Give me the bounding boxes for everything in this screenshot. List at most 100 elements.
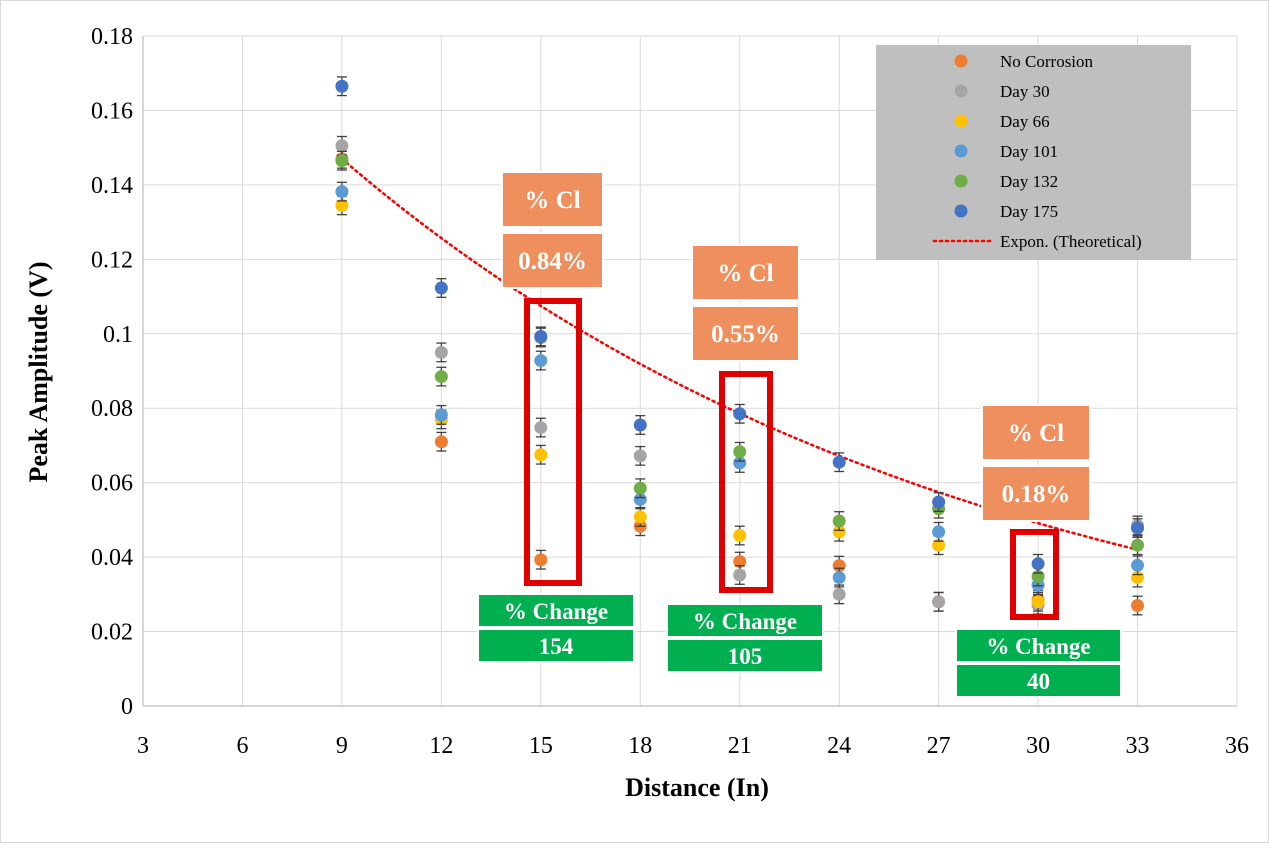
cl-value-box xyxy=(981,465,1091,522)
y-tick-label: 0.16 xyxy=(91,98,133,124)
data-point xyxy=(434,435,448,449)
change-label-box xyxy=(666,603,824,638)
data-point xyxy=(434,370,448,384)
data-point xyxy=(335,185,349,199)
y-tick-label: 0.04 xyxy=(91,545,133,571)
x-tick-label: 6 xyxy=(236,733,248,759)
data-point xyxy=(932,525,946,539)
highlight-box xyxy=(719,371,773,593)
data-point xyxy=(335,154,349,168)
highlight-box xyxy=(524,298,582,586)
legend-label: Day 175 xyxy=(1000,202,1058,221)
change-value: 40 xyxy=(1027,669,1050,694)
y-axis-title: Peak Amplitude (V) xyxy=(24,262,53,483)
x-tick-label: 12 xyxy=(429,733,453,759)
x-tick-label: 3 xyxy=(137,733,149,759)
data-point xyxy=(733,529,747,543)
cl-label: % Cl xyxy=(524,187,580,214)
data-point xyxy=(534,354,548,368)
data-point xyxy=(832,587,846,601)
x-tick-label: 24 xyxy=(827,733,851,759)
data-point xyxy=(832,514,846,528)
data-point xyxy=(733,456,747,470)
change-value: 105 xyxy=(728,644,763,669)
data-point xyxy=(335,139,349,153)
cl-label-box xyxy=(501,171,604,228)
data-point xyxy=(1131,521,1145,535)
data-point xyxy=(534,329,548,343)
x-tick-label: 18 xyxy=(628,733,652,759)
data-point xyxy=(434,408,448,422)
tick-labels: 3 6 9 12 15 18 21 24 27 30 33 3600.020.040.060.080.… xyxy=(91,24,1249,759)
x-tick-label: 15 xyxy=(529,733,553,759)
data-point xyxy=(733,445,747,459)
y-tick-label: 0 xyxy=(121,694,133,720)
data-point xyxy=(633,418,647,432)
data-point xyxy=(1131,558,1145,572)
cl-value-box xyxy=(501,232,604,289)
data-point xyxy=(733,407,747,421)
legend-entry: Expon. (Theoretical) xyxy=(932,232,1142,251)
change-value: 154 xyxy=(539,634,574,659)
legend-marker xyxy=(954,114,968,128)
data-point xyxy=(1131,538,1145,552)
data-point xyxy=(832,571,846,585)
change-label-box xyxy=(477,593,635,628)
legend-entry: Day 30 xyxy=(954,82,1050,101)
y-tick-label: 0.1 xyxy=(103,322,133,348)
axes xyxy=(142,36,1237,707)
data-point xyxy=(832,525,846,539)
cl-value: 0.55% xyxy=(711,321,780,348)
x-tick-label: 30 xyxy=(1026,733,1050,759)
cl-label: % Cl xyxy=(1008,420,1064,447)
data-point xyxy=(534,421,548,435)
change-label-box xyxy=(955,628,1122,663)
data-point xyxy=(633,492,647,506)
cl-annotation: % Cl 0.55% xyxy=(691,244,800,362)
data-point xyxy=(434,345,448,359)
data-point xyxy=(335,79,349,93)
legend-label: Day 66 xyxy=(1000,112,1050,131)
legend-marker xyxy=(954,144,968,158)
annotations: % Cl0.84%% Cl0.55%% Cl0.18%% Change154% … xyxy=(477,171,1122,698)
legend-marker xyxy=(954,174,968,188)
y-tick-label: 0.12 xyxy=(91,247,133,273)
y-tick-label: 0.14 xyxy=(91,173,133,199)
data-point xyxy=(534,448,548,462)
data-point xyxy=(932,538,946,552)
cl-annotation: % Cl 0.18% xyxy=(981,404,1091,522)
x-tick-label: 21 xyxy=(728,733,752,759)
x-axis-title: Distance (In) xyxy=(625,773,769,802)
legend-label: Day 132 xyxy=(1000,172,1058,191)
legend-label: No Corrosion xyxy=(1000,52,1094,71)
legend-box xyxy=(876,45,1191,260)
legend-entry: No Corrosion xyxy=(954,52,1094,71)
y-tick-label: 0.18 xyxy=(91,24,133,50)
legend-entry: Day 101 xyxy=(954,142,1058,161)
data-points xyxy=(335,76,1145,616)
data-point xyxy=(1131,599,1145,612)
legend-label: Expon. (Theoretical) xyxy=(1000,232,1142,251)
data-point xyxy=(733,555,747,569)
highlight-box xyxy=(1010,529,1059,620)
legend-entry: Day 175 xyxy=(954,202,1058,221)
legend-marker xyxy=(954,54,968,68)
data-point xyxy=(932,495,946,509)
legend-entry: Day 66 xyxy=(954,112,1050,131)
cl-value: 0.18% xyxy=(1002,481,1071,508)
data-point xyxy=(932,595,946,609)
legend-label: Day 30 xyxy=(1000,82,1050,101)
data-point xyxy=(733,568,747,582)
x-tick-label: 33 xyxy=(1126,733,1150,759)
change-annotation: % Change 105 xyxy=(666,603,824,673)
x-tick-label: 36 xyxy=(1225,733,1249,759)
change-value-box xyxy=(666,638,824,673)
cl-label-box xyxy=(691,244,800,301)
legend-marker xyxy=(954,204,968,218)
series-day-30 xyxy=(335,135,1145,615)
change-value-box xyxy=(477,628,635,663)
data-point xyxy=(1031,595,1045,609)
legend-label: Day 101 xyxy=(1000,142,1058,161)
data-point xyxy=(434,281,448,295)
